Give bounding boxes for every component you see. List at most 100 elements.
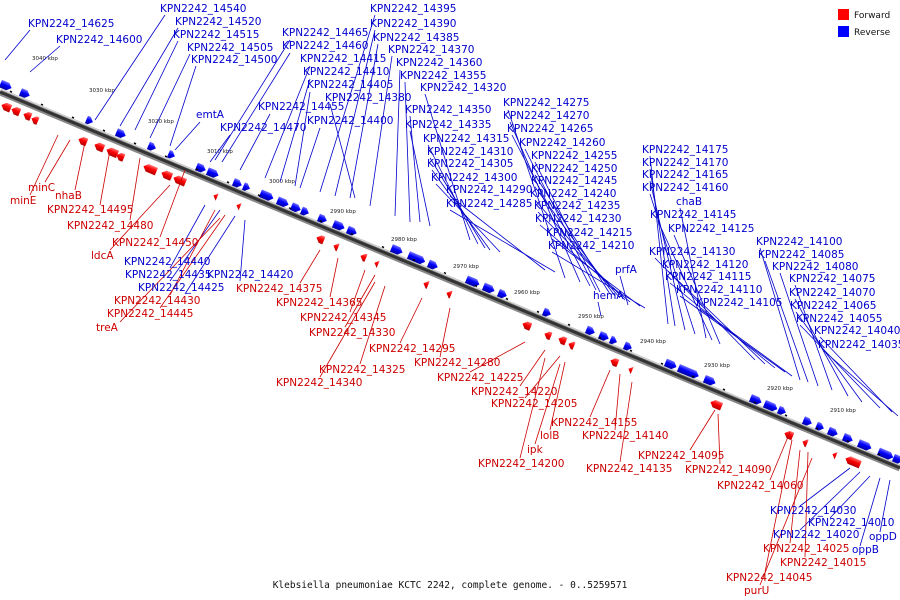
leader-line bbox=[511, 134, 591, 287]
leader-line bbox=[449, 209, 556, 273]
reverse-gene bbox=[166, 150, 175, 159]
leader-line bbox=[619, 275, 629, 306]
backbone-tick bbox=[195, 168, 199, 171]
gene-label: KPN2242_14275 bbox=[503, 97, 589, 109]
gene-label: KPN2242_14375 bbox=[236, 283, 322, 295]
leader-line bbox=[299, 127, 321, 189]
backbone-tick bbox=[40, 103, 44, 106]
gene-label: KPN2242_14115 bbox=[665, 271, 751, 283]
reverse-gene bbox=[146, 141, 156, 151]
gene-label: prfA bbox=[615, 264, 638, 276]
gene-label: KPN2242_14065 bbox=[790, 300, 876, 312]
leader-line bbox=[319, 14, 376, 193]
leader-line bbox=[44, 139, 71, 183]
leader-line bbox=[589, 369, 611, 418]
gene-label: KPN2242_14470 bbox=[220, 122, 306, 134]
leader-line bbox=[109, 184, 171, 251]
gene-label: KPN2242_14230 bbox=[535, 213, 621, 225]
gene-label: KPN2242_14440 bbox=[124, 256, 210, 268]
leader-line bbox=[349, 269, 366, 313]
gene-label: KPN2242_14625 bbox=[28, 18, 114, 30]
gene-label: KPN2242_14355 bbox=[400, 70, 486, 82]
gene-label: treA bbox=[96, 322, 119, 334]
leader-line bbox=[769, 431, 791, 481]
leader-line bbox=[394, 69, 401, 217]
forward-gene bbox=[784, 430, 795, 441]
gene-label: KPN2242_14245 bbox=[531, 175, 617, 187]
backbone-tick bbox=[505, 297, 509, 301]
gene-label: oppB bbox=[852, 544, 879, 556]
tick-label: 2990 kbp bbox=[330, 209, 356, 215]
leader-line bbox=[717, 413, 721, 465]
reverse-gene bbox=[663, 358, 677, 370]
label-leader-lines bbox=[4, 14, 899, 586]
gene-label: KPN2242_14220 bbox=[471, 386, 557, 398]
reverse-gene bbox=[608, 335, 617, 345]
reverse-gene bbox=[205, 167, 219, 178]
backbone-tick bbox=[815, 427, 819, 430]
legend-label-reverse: Reverse bbox=[854, 28, 891, 38]
gene-label: KPN2242_14410 bbox=[303, 66, 389, 78]
gene-label: KPN2242_14250 bbox=[531, 163, 617, 175]
leader-line bbox=[94, 14, 166, 121]
leader-line bbox=[509, 121, 581, 283]
reverse-gene bbox=[776, 405, 786, 415]
reverse-gene bbox=[275, 196, 289, 208]
leader-line bbox=[119, 27, 179, 127]
gene-label: KPN2242_14305 bbox=[427, 158, 513, 170]
gene-label: KPN2242_14135 bbox=[586, 463, 672, 475]
forward-gene bbox=[316, 235, 326, 245]
leader-line bbox=[649, 168, 676, 327]
gene-label: KPN2242_14380 bbox=[325, 92, 411, 104]
reverse-gene bbox=[622, 341, 632, 351]
tick-label: 3000 kbp bbox=[269, 179, 295, 185]
leader-line bbox=[673, 234, 721, 345]
leader-line bbox=[334, 29, 376, 197]
tick-label: 2940 kbp bbox=[640, 339, 666, 345]
gene-label: KPN2242_14255 bbox=[531, 150, 617, 162]
gene-label: KPN2242_14170 bbox=[642, 157, 728, 169]
leader-line bbox=[764, 260, 809, 383]
leader-line bbox=[689, 409, 716, 451]
gene-label: KPN2242_14130 bbox=[649, 246, 735, 258]
leader-line bbox=[519, 357, 546, 459]
legend-swatch-reverse bbox=[838, 26, 849, 37]
leader-line bbox=[409, 130, 431, 227]
gene-label: KPN2242_14320 bbox=[420, 82, 506, 94]
reverse-gene bbox=[389, 244, 403, 255]
leader-line bbox=[169, 209, 216, 296]
forward-gene bbox=[78, 136, 89, 147]
leader-line bbox=[29, 134, 59, 196]
gene-label: KPN2242_14500 bbox=[191, 54, 277, 66]
leader-line bbox=[29, 45, 61, 73]
backbone-tick bbox=[133, 142, 137, 145]
leader-line bbox=[209, 134, 231, 163]
reverse-gene bbox=[426, 259, 438, 270]
leader-line bbox=[519, 349, 546, 387]
backbone-tick bbox=[784, 414, 788, 417]
gene-label: KPN2242_14480 bbox=[67, 220, 153, 232]
leader-line bbox=[524, 355, 561, 399]
gene-label: KPN2242_14295 bbox=[369, 343, 455, 355]
gene-label: minC bbox=[28, 182, 55, 194]
backbone-tick bbox=[846, 440, 850, 443]
leader-line bbox=[799, 324, 881, 409]
gene-label: KPN2242_14070 bbox=[789, 287, 875, 299]
gene-label: KPN2242_14235 bbox=[534, 200, 620, 212]
tick-label: 2980 kbp bbox=[391, 237, 417, 243]
leader-line bbox=[329, 257, 339, 298]
gene-label: KPN2242_14140 bbox=[582, 430, 668, 442]
gene-label: KPN2242_14260 bbox=[519, 137, 605, 149]
gene-label: KPN2242_14095 bbox=[638, 450, 724, 462]
gene-label: KPN2242_14035 bbox=[818, 339, 900, 351]
leader-line bbox=[359, 285, 386, 365]
gene-label: KPN2242_14340 bbox=[276, 377, 362, 389]
leader-line bbox=[667, 270, 766, 365]
backbone-tick bbox=[319, 220, 323, 223]
reverse-gene bbox=[584, 325, 595, 335]
gene-label: hemA bbox=[593, 290, 624, 302]
reverse-gene bbox=[541, 307, 551, 317]
reverse-gene bbox=[258, 189, 274, 201]
backbone-tick bbox=[660, 362, 664, 365]
